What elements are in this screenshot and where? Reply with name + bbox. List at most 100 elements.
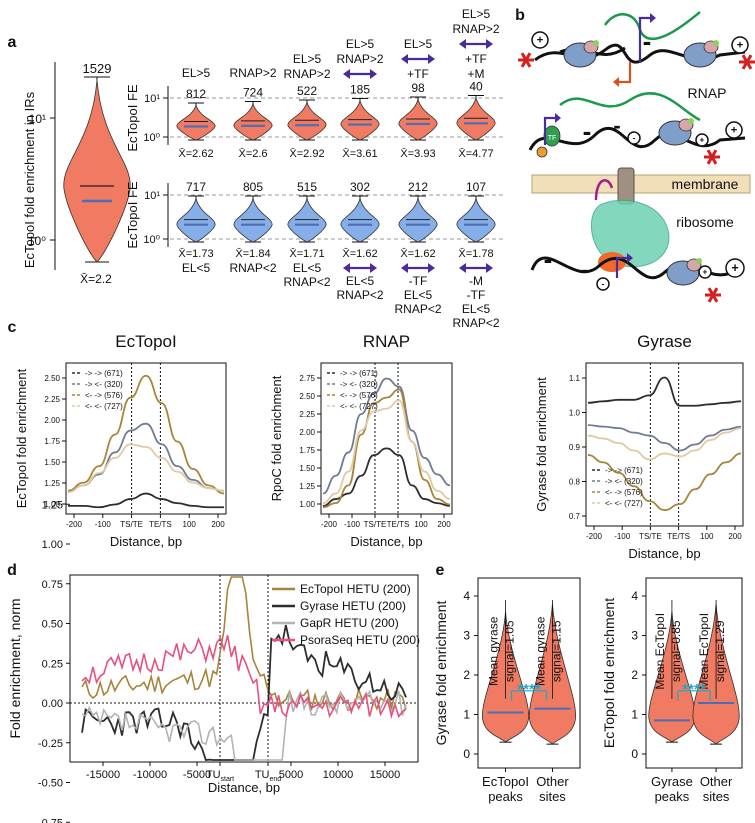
promoter-arrowhead-left-icon <box>613 77 619 87</box>
xtick-label: -200 <box>586 532 603 541</box>
top-ylabel: EcTopoI FE <box>125 84 140 152</box>
plot-frame <box>69 574 419 763</box>
ytick-label: 1.00 <box>42 539 63 551</box>
xtick-label: 200 <box>437 520 451 529</box>
positive-supercoil-icon-sign: + <box>703 267 708 277</box>
ytick-label: 0.75 <box>42 579 63 591</box>
positive-supercoil-icon <box>725 258 745 278</box>
top-header-label: RNAP>2 <box>336 52 383 66</box>
negative-supercoil-icon <box>596 277 610 291</box>
xtick-label: -15000 <box>86 769 120 781</box>
xtick-label: -5000 <box>183 769 211 781</box>
ytick-label: 1.00 <box>299 500 315 509</box>
promoter-arrowhead-icon <box>627 253 633 263</box>
bottom-footer-extra: -TF <box>467 288 486 302</box>
xtick-label: 10000 <box>323 769 354 781</box>
ytick-label: -0.50 <box>38 778 63 790</box>
mean-annotation-value: signal=1.29 <box>713 620 727 682</box>
mean-annotation-value: signal=1.05 <box>503 620 517 682</box>
bottom-violin-mean-label: X̄=1.62 <box>342 247 377 260</box>
rnap-label: RNAP <box>688 85 727 101</box>
positive-supercoil-icon <box>731 36 749 54</box>
xtick-label: -100 <box>95 520 112 529</box>
plot-xlabel: Distance, bp <box>350 534 422 549</box>
ytick-label: 2 <box>463 668 470 682</box>
top-violin-body <box>233 103 273 141</box>
top-header-label: RNAP>2 <box>283 67 330 81</box>
tf-cofactor-icon <box>536 146 548 158</box>
ytick-label: 1 <box>463 708 470 722</box>
top-violin-mean-label: X̄=3.61 <box>342 147 377 160</box>
xtick-label: -100 <box>344 520 361 529</box>
top-violin-count-0: 812 <box>186 87 206 101</box>
xtick-label: 100 <box>183 520 197 529</box>
ytick-label: 0.25 <box>42 658 63 670</box>
bottom-violin-count-0: 717 <box>186 180 206 194</box>
top-violin-count-4: 98 <box>411 81 425 95</box>
big-violin-ylabel: EcTopoI fold enrichment in IRs <box>22 91 37 268</box>
red-star-icon <box>704 149 720 165</box>
top-violin-body <box>176 104 216 141</box>
legend-entry: <- <- (727) <box>340 402 378 411</box>
significance-stars: **** <box>517 681 541 698</box>
bottom-footer-label: EL<5 <box>404 288 433 302</box>
bottom-violin-count-3: 302 <box>350 180 370 194</box>
top-violin-mean-label: X̄=2.6 <box>238 147 267 160</box>
top-violin-body <box>398 98 438 141</box>
plot-frame <box>585 362 744 527</box>
group-label: Other <box>700 774 733 789</box>
legend-entry: -> -> (671) <box>605 466 643 475</box>
panel-d: d Fold enrichment, norm -0.75 -0.50 -0.25 0.0… <box>7 499 420 823</box>
arrowhead-left-icon <box>459 263 466 273</box>
ytick-label: 1.0 <box>569 409 581 418</box>
panel-letter-d: d <box>7 562 17 579</box>
xtick-label: -200 <box>66 520 83 529</box>
curve-->-> <box>68 492 224 509</box>
ytick-label: 1.25 <box>42 499 63 511</box>
ytick-label: 3 <box>463 629 470 643</box>
rna-transcript-2 <box>559 92 701 122</box>
divergent-arrows-icon <box>343 69 377 79</box>
legend-entry: EcTopoI HETU (200) <box>300 582 411 596</box>
promoter-arrowhead-icon <box>650 13 656 23</box>
panel-d-xlabel: Distance, bp <box>208 780 280 795</box>
bottom-violin-count-5: 107 <box>466 180 486 194</box>
ytick-label: 3 <box>631 629 638 643</box>
xtick-label: TE/TS <box>149 520 172 529</box>
positive-supercoil-icon <box>695 133 709 147</box>
bottom-footer-label: EL<5 <box>293 261 322 275</box>
divergent-arrows-icon <box>459 39 493 49</box>
bottom-footer-extra: -TF <box>409 274 428 288</box>
legend-entry: -> <- (320) <box>340 380 378 389</box>
tf-label: TF <box>548 135 557 142</box>
rnap-dot <box>696 258 702 264</box>
ytick-label: 1 <box>631 708 638 722</box>
legend-entry: -> <- (320) <box>605 477 643 486</box>
top-violin-mean-label: X̄=2.62 <box>178 147 213 160</box>
plot-xlabel: Distance, bp <box>628 546 700 561</box>
group-label: EcTopoI <box>482 774 529 789</box>
top-violin-mean-label: X̄=2.92 <box>289 147 324 160</box>
top-violin-count-5: 40 <box>469 80 483 94</box>
rnap-icon <box>666 258 702 286</box>
plot-title: RNAP <box>363 332 410 351</box>
ytick-label: -0.75 <box>38 817 63 823</box>
negative-supercoil-sign: - <box>613 113 620 138</box>
bottom-violin-mean-label: X̄=1.78 <box>458 247 493 260</box>
bottom-footer-label: RNAP<2 <box>229 261 276 275</box>
curve-<--> <box>322 388 451 509</box>
xtick-label: -100 <box>614 532 631 541</box>
promoter-arrow-icon <box>543 116 557 145</box>
panel-d-ylabel: Fold enrichment, norm <box>7 598 23 738</box>
negative-supercoil-sign: - <box>583 116 592 146</box>
rnap-dot <box>593 40 599 46</box>
mean-annotation-label: Mean gyrase <box>487 616 501 686</box>
arrowhead-right-icon <box>486 39 493 49</box>
top-violin-mean-label: X̄=4.77 <box>458 147 493 160</box>
big-tick-label-hi: 10¹ <box>29 112 46 126</box>
top-violin-body <box>287 101 327 141</box>
ribosome-label: ribosome <box>676 214 734 230</box>
